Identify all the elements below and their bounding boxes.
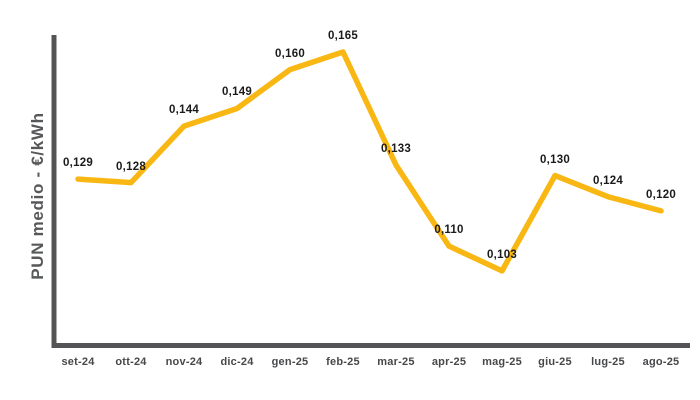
data-label: 0,128 (116, 160, 146, 173)
data-label: 0,133 (381, 142, 411, 155)
data-label: 0,165 (328, 30, 358, 42)
x-tick-label: mag-25 (482, 356, 522, 368)
data-label: 0,144 (169, 104, 199, 117)
x-tick-label: lug-25 (591, 356, 625, 368)
data-label: 0,160 (275, 47, 305, 60)
data-label: 0,130 (540, 153, 570, 166)
data-label: 0,103 (487, 248, 517, 261)
data-label: 0,149 (222, 86, 252, 99)
x-tick-label: giu-25 (538, 356, 572, 368)
x-tick-label: apr-25 (431, 356, 467, 368)
x-tick-label: mar-25 (377, 356, 415, 368)
pun-series-line (75, 49, 664, 274)
data-label: 0,129 (63, 157, 93, 170)
x-tick-label: feb-25 (326, 356, 360, 368)
x-tick-label: nov-24 (165, 356, 203, 368)
x-tick-label: ott-24 (115, 356, 147, 368)
data-label: 0,110 (434, 224, 464, 237)
data-label: 0,124 (593, 174, 623, 187)
x-tick-label: set-24 (61, 356, 95, 368)
x-tick-label: gen-25 (271, 356, 309, 368)
x-tick-label: ago-25 (642, 356, 680, 368)
x-tick-label: dic-24 (220, 356, 254, 368)
data-label: 0,120 (646, 188, 676, 201)
